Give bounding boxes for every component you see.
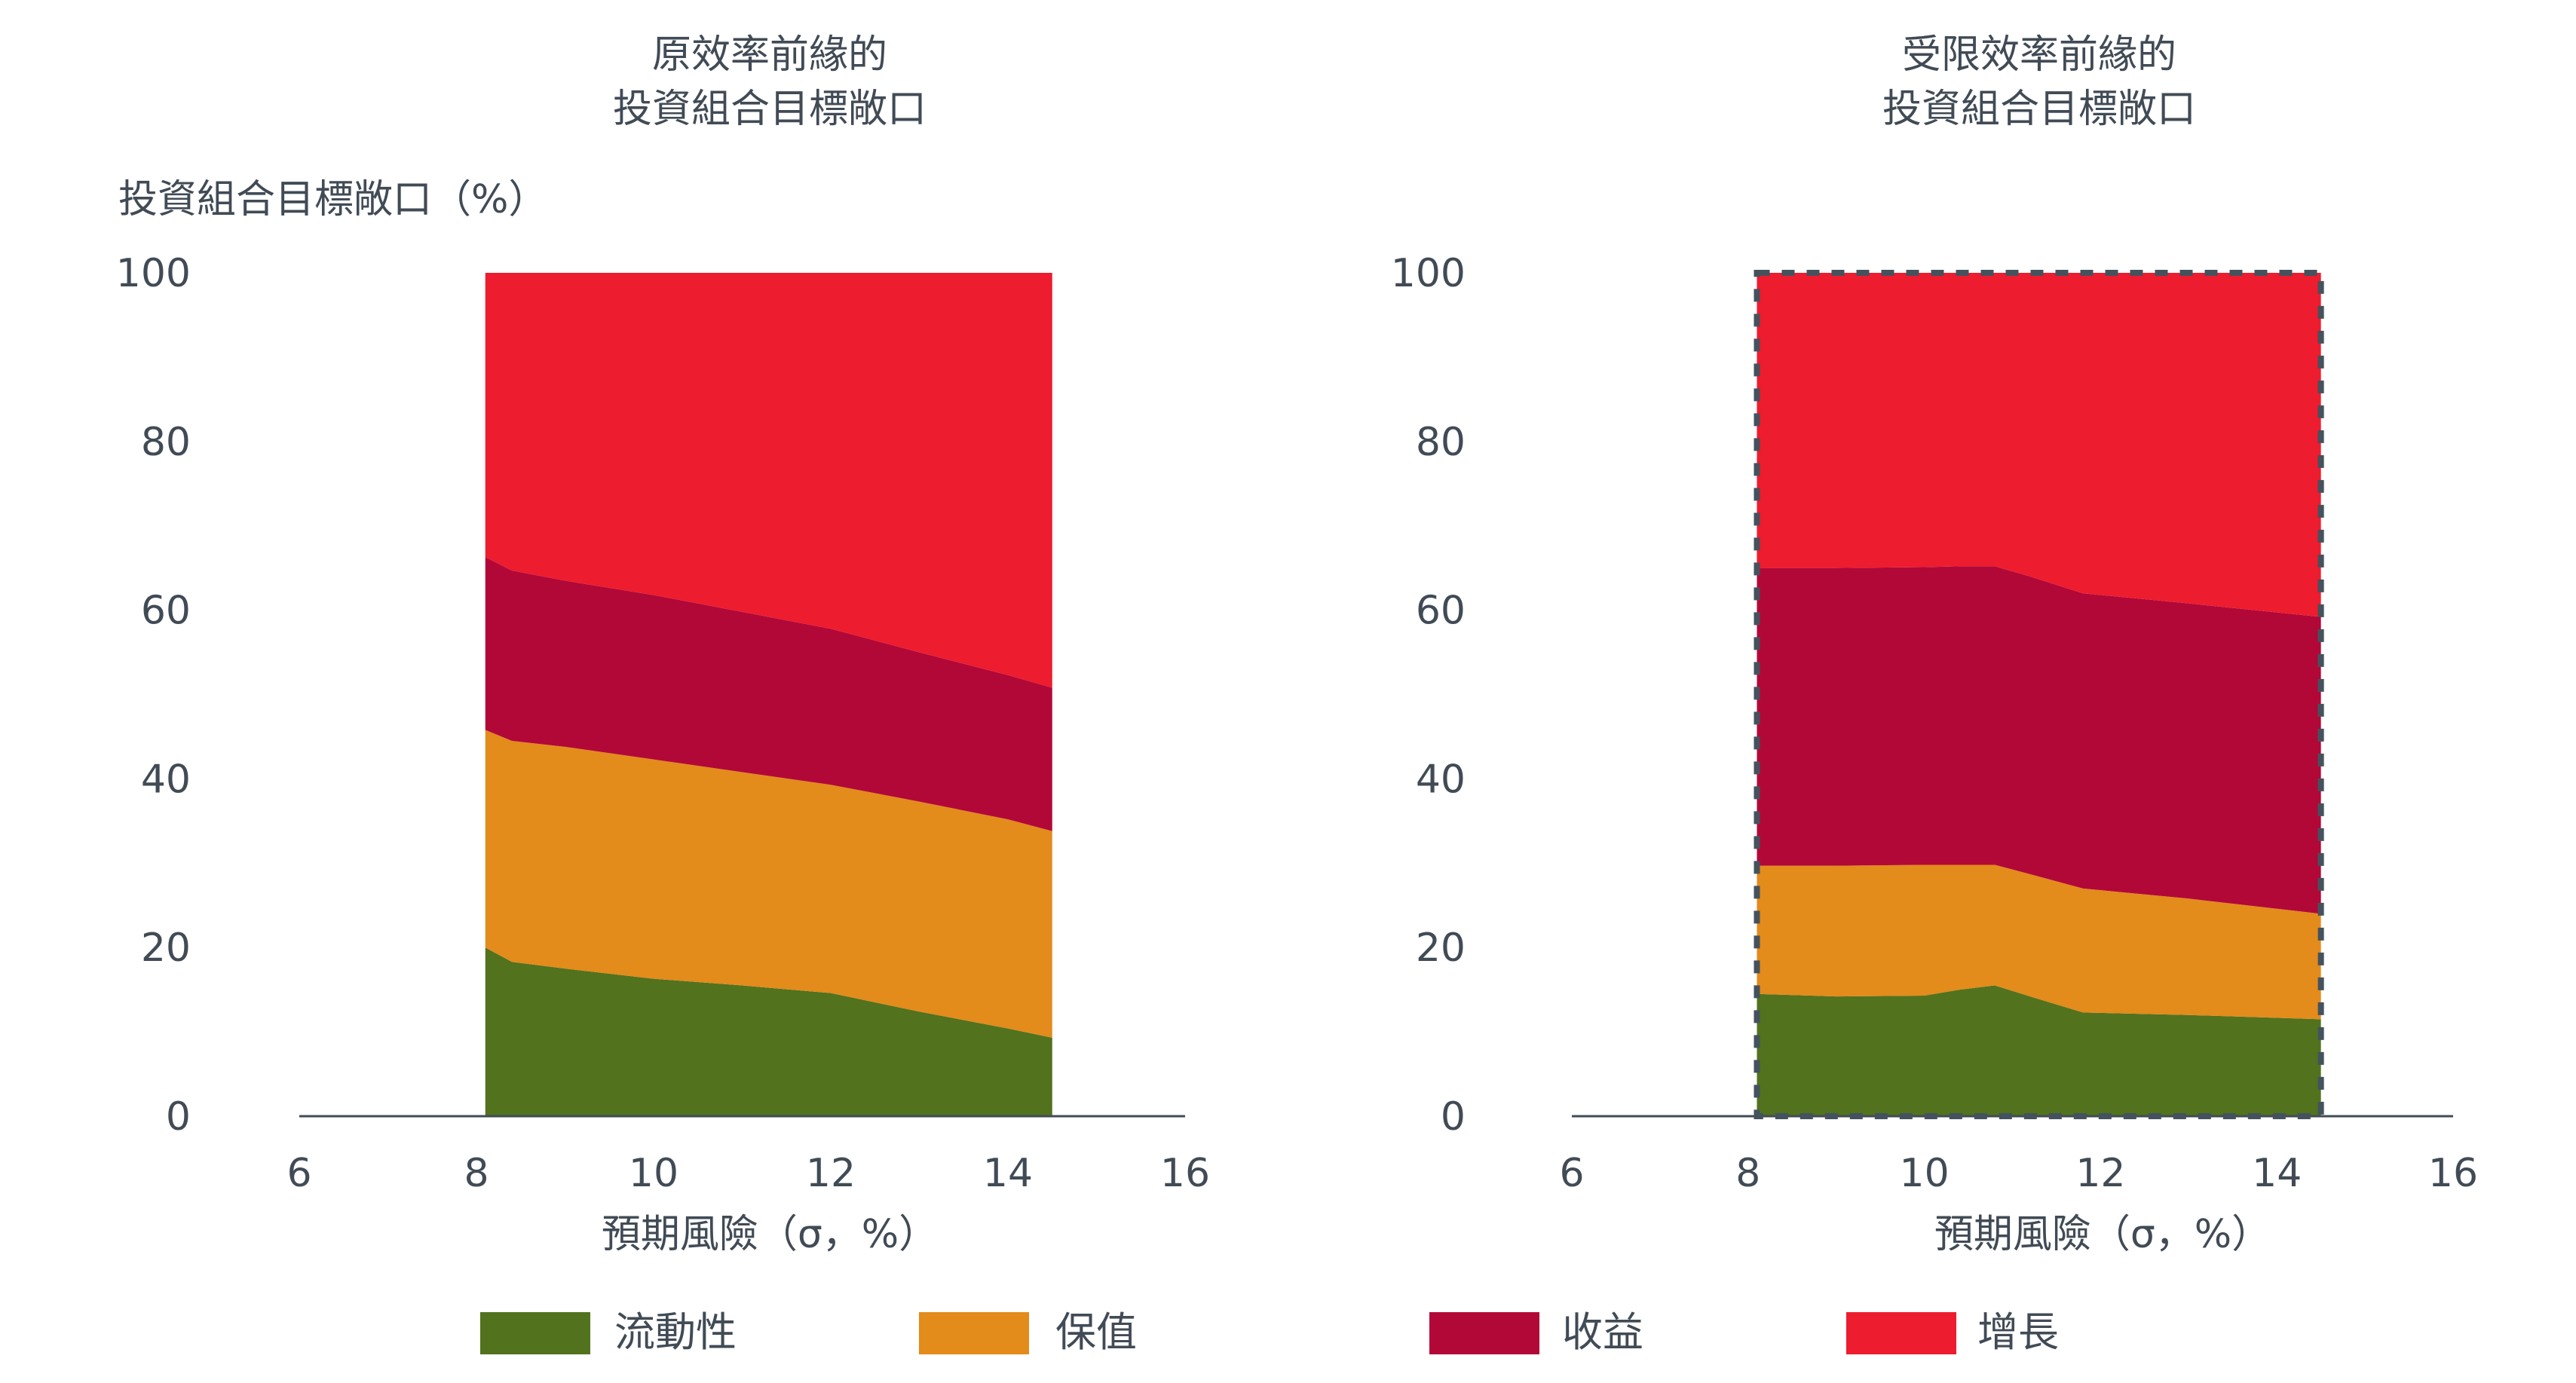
legend-swatch [1429,1312,1539,1354]
y-tick-label: 20 [1416,926,1466,971]
x-tick-label: 10 [1900,1151,1950,1196]
legend-item: 收益 [1429,1308,1643,1356]
legend-item: 流動性 [480,1308,737,1356]
y-axis-label: 投資組合目標敞口（%） [118,177,547,222]
y-tick-label: 40 [141,757,191,802]
y-tick-label: 40 [1416,757,1466,802]
legend-label: 增長 [1977,1308,2059,1356]
y-tick-label: 0 [166,1094,191,1140]
area-preservation [485,730,1052,1038]
x-tick-label: 8 [464,1151,489,1196]
chart-title-line: 原效率前緣的 [652,32,887,78]
area-growth [1757,273,2321,617]
x-tick-label: 12 [806,1151,856,1196]
area-growth [485,273,1052,688]
legend-label: 流動性 [614,1308,737,1356]
area-preservation [1757,864,2321,1020]
area-income [1757,566,2321,914]
y-tick-label: 20 [141,926,191,971]
x-tick-label: 10 [629,1151,678,1196]
x-tick-label: 12 [2075,1151,2125,1196]
area-liquidity [1757,985,2321,1116]
x-axis-label: 預期風險（σ，%） [1934,1212,2271,1257]
x-axis-label: 預期風險（σ，%） [602,1212,938,1257]
legend-item: 增長 [1846,1308,2059,1356]
legend-label: 收益 [1562,1308,1643,1356]
constrained-frame [1754,270,2324,1119]
legend: 流動性 保值 收益 增長 [480,1308,2059,1356]
chart-title-line: 受限效率前緣的 [1902,32,2176,78]
chart-title-line: 投資組合目標敞口 [613,87,927,132]
legend-swatch [480,1312,590,1354]
legend-label: 保值 [1055,1308,1137,1356]
x-tick-label: 14 [2252,1151,2302,1196]
y-tick-label: 60 [141,589,191,634]
legend-swatch [919,1312,1029,1354]
x-tick-label: 14 [983,1151,1033,1196]
y-tick-label: 100 [1391,251,1466,296]
y-tick-label: 80 [1416,420,1466,465]
x-tick-label: 16 [2428,1151,2478,1196]
y-tick-label: 0 [1441,1094,1466,1140]
legend-item: 保值 [919,1308,1137,1356]
y-tick-label: 80 [141,420,191,465]
legend-swatch [1846,1312,1956,1354]
y-tick-label: 60 [1416,589,1466,634]
y-tick-label: 100 [116,251,191,296]
chart-title-line: 投資組合目標敞口 [1882,87,2196,132]
x-tick-label: 8 [1735,1151,1760,1196]
x-tick-label: 6 [286,1151,311,1196]
area-liquidity [485,947,1052,1116]
area-income [485,557,1052,831]
x-tick-label: 16 [1160,1151,1210,1196]
x-tick-label: 6 [1559,1151,1584,1196]
